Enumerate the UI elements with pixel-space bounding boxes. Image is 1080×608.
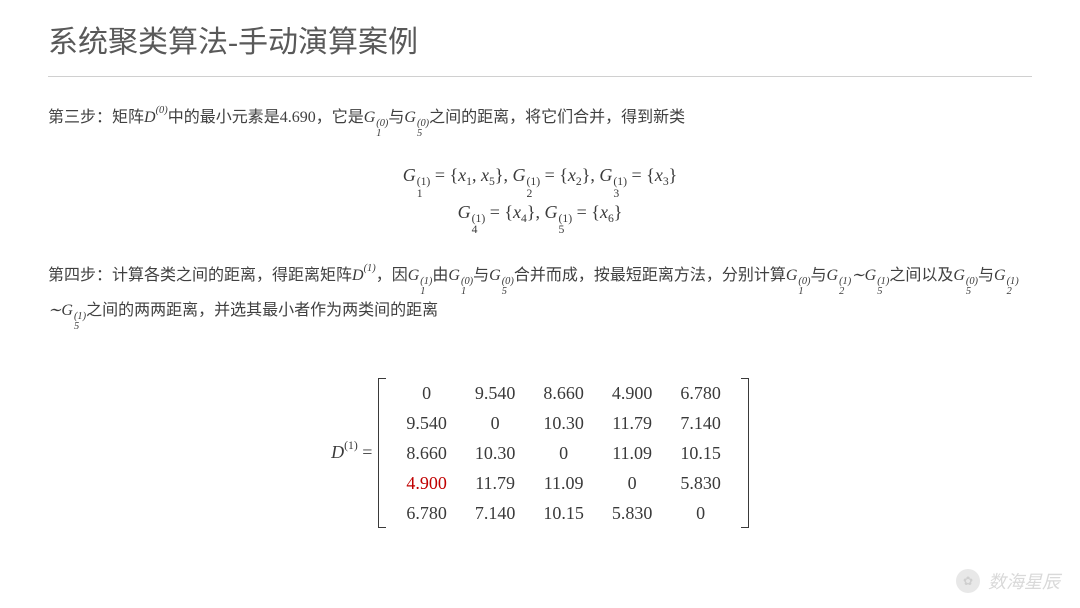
eq-line2: G(1)4 = {x4}, G(1)5 = {x6} bbox=[48, 199, 1032, 235]
matrix-cell: 7.140 bbox=[461, 498, 530, 528]
D0-symbol: D(0) bbox=[144, 109, 168, 126]
matrix-cell: 4.900 bbox=[392, 468, 461, 498]
matrix-cell: 6.780 bbox=[392, 498, 461, 528]
matrix-cell: 0 bbox=[392, 378, 461, 408]
matrix-cell: 11.79 bbox=[461, 468, 530, 498]
matrix-cell: 11.79 bbox=[598, 408, 667, 438]
matrix-cell: 4.900 bbox=[598, 378, 667, 408]
page-title: 系统聚类算法-手动演算案例 bbox=[48, 22, 1032, 64]
matrix-cell: 10.15 bbox=[529, 498, 598, 528]
matrix-cell: 10.30 bbox=[461, 438, 530, 468]
cluster-definitions: G(1)1 = {x1, x5}, G(1)2 = {x2}, G(1)3 = … bbox=[48, 162, 1032, 235]
step3-text: 第三步：矩阵D(0)中的最小元素是4.690，它是G(0)1与G(0)5之间的距… bbox=[48, 103, 1032, 138]
distance-matrix-D1: D(1) = 09.5408.6604.9006.7809.540010.301… bbox=[48, 378, 1032, 528]
matrix-cell: 0 bbox=[529, 438, 598, 468]
D1-symbol: D(1) bbox=[352, 267, 376, 284]
matrix-cell: 7.140 bbox=[666, 408, 735, 438]
watermark-text: 数海星辰 bbox=[988, 568, 1060, 594]
matrix-cell: 10.15 bbox=[666, 438, 735, 468]
matrix-body: 09.5408.6604.9006.7809.540010.3011.797.1… bbox=[392, 378, 735, 528]
matrix-cell: 10.30 bbox=[529, 408, 598, 438]
step3-mid1: 中的最小元素是4.690，它是 bbox=[168, 109, 364, 126]
eq-line1: G(1)1 = {x1, x5}, G(1)2 = {x2}, G(1)3 = … bbox=[48, 162, 1032, 198]
wechat-icon: ✿ bbox=[956, 569, 980, 593]
step3-suffix: 之间的距离，将它们合并，得到新类 bbox=[429, 109, 685, 126]
matrix-row: 8.66010.30011.0910.15 bbox=[392, 438, 735, 468]
matrix-left-bracket bbox=[378, 378, 386, 528]
step3-prefix: 第三步：矩阵 bbox=[48, 109, 144, 126]
matrix-cell: 0 bbox=[598, 468, 667, 498]
matrix-cell: 5.830 bbox=[598, 498, 667, 528]
G1-0: G(0)1 bbox=[364, 109, 389, 126]
matrix-cell: 11.09 bbox=[598, 438, 667, 468]
matrix-row: 9.540010.3011.797.140 bbox=[392, 408, 735, 438]
matrix-right-bracket bbox=[741, 378, 749, 528]
matrix-row: 6.7807.14010.155.8300 bbox=[392, 498, 735, 528]
matrix-cell: 8.660 bbox=[392, 438, 461, 468]
G5-0: G(0)5 bbox=[404, 109, 429, 126]
matrix-cell: 11.09 bbox=[529, 468, 598, 498]
step3-mid2: 与 bbox=[388, 109, 404, 126]
matrix-cell: 9.540 bbox=[461, 378, 530, 408]
matrix-cell: 5.830 bbox=[666, 468, 735, 498]
matrix-label: D(1) = bbox=[331, 442, 372, 463]
matrix-row: 09.5408.6604.9006.780 bbox=[392, 378, 735, 408]
matrix-row: 4.90011.7911.0905.830 bbox=[392, 468, 735, 498]
matrix-cell: 6.780 bbox=[666, 378, 735, 408]
step4-text: 第四步：计算各类之间的距离，得距离矩阵D(1)，因G(1)1由G(0)1与G(0… bbox=[48, 261, 1032, 332]
matrix-cell: 9.540 bbox=[392, 408, 461, 438]
matrix-cell: 8.660 bbox=[529, 378, 598, 408]
matrix-cell: 0 bbox=[461, 408, 530, 438]
matrix-cell: 0 bbox=[666, 498, 735, 528]
title-divider bbox=[48, 76, 1032, 77]
watermark: ✿ 数海星辰 bbox=[956, 568, 1060, 594]
